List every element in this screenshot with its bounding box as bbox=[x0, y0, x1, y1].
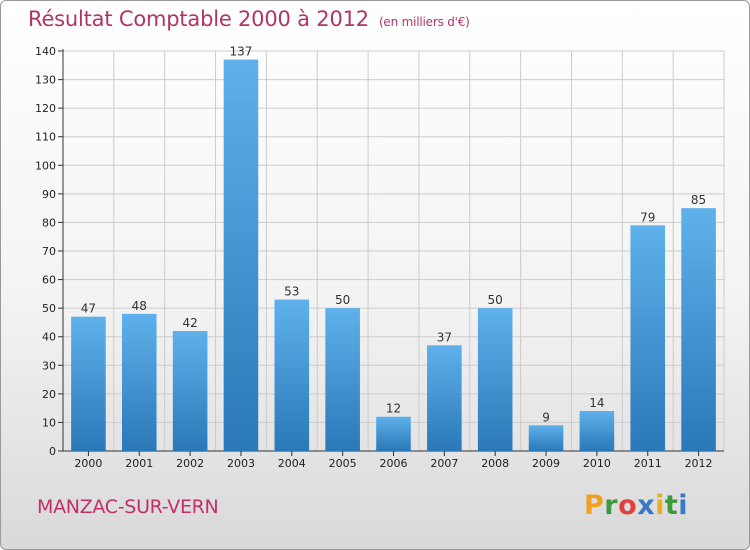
x-tick-label: 2007 bbox=[430, 457, 458, 470]
bar-value-label: 50 bbox=[335, 293, 350, 307]
labels: 0 10 20 30 40 50 60 70 80 90 100 110 120 130 140 47 2000… bbox=[35, 45, 713, 470]
logo-letter: o bbox=[618, 490, 638, 521]
chart-unit: (en milliers d'€) bbox=[378, 15, 470, 29]
y-tick-label: 140 bbox=[35, 45, 56, 58]
bar bbox=[477, 308, 513, 451]
logo-letter: P bbox=[584, 490, 605, 521]
y-tick-label: 70 bbox=[42, 245, 56, 258]
bar-value-label: 53 bbox=[284, 285, 299, 299]
y-tick-label: 0 bbox=[49, 445, 56, 458]
proxiti-logo[interactable]: Proxiti bbox=[584, 490, 688, 521]
x-tick-label: 2011 bbox=[634, 457, 662, 470]
bar-value-label: 14 bbox=[589, 396, 604, 410]
logo-letter: t bbox=[664, 490, 679, 521]
y-tick-label: 80 bbox=[42, 216, 56, 229]
bar-value-label: 9 bbox=[542, 410, 550, 424]
bar-value-label: 85 bbox=[691, 193, 706, 207]
x-tick-label: 2002 bbox=[176, 457, 204, 470]
grid-lines bbox=[62, 50, 725, 452]
x-tick-label: 2003 bbox=[227, 457, 255, 470]
x-tick-label: 2001 bbox=[125, 457, 153, 470]
y-tick-label: 90 bbox=[42, 188, 56, 201]
bar-value-label: 137 bbox=[230, 45, 253, 59]
x-tick-label: 2006 bbox=[380, 457, 408, 470]
bar-value-label: 48 bbox=[132, 299, 147, 313]
bar-value-label: 37 bbox=[437, 330, 452, 344]
y-tick-label: 130 bbox=[35, 74, 56, 87]
y-tick-label: 20 bbox=[42, 388, 56, 401]
bar-value-label: 50 bbox=[488, 293, 503, 307]
x-tick-label: 2010 bbox=[583, 457, 611, 470]
y-tick-label: 10 bbox=[42, 416, 56, 429]
town-name: MANZAC-SUR-VERN bbox=[37, 496, 219, 518]
y-tick-label: 120 bbox=[35, 102, 56, 115]
y-tick-label: 40 bbox=[42, 331, 56, 344]
bar-value-label: 12 bbox=[386, 402, 401, 416]
logo-letter: i bbox=[678, 490, 689, 521]
bar bbox=[528, 425, 564, 451]
chart-title: Résultat Comptable 2000 à 2012 (en millie… bbox=[28, 7, 470, 31]
bar-value-label: 79 bbox=[640, 210, 655, 224]
bar bbox=[71, 316, 106, 451]
bar bbox=[325, 308, 360, 451]
bar-value-label: 42 bbox=[182, 316, 197, 330]
y-tick-label: 50 bbox=[42, 302, 56, 315]
bar bbox=[579, 411, 615, 451]
bar bbox=[376, 416, 411, 451]
chart-title-text: Résultat Comptable 2000 à 2012 bbox=[28, 7, 369, 31]
bar bbox=[630, 225, 666, 451]
bar-value-label: 47 bbox=[81, 302, 96, 316]
x-tick-label: 2009 bbox=[532, 457, 560, 470]
bar bbox=[274, 299, 310, 451]
bar bbox=[427, 345, 462, 451]
logo-letter: i bbox=[655, 490, 665, 521]
bar bbox=[223, 59, 259, 451]
x-tick-label: 2005 bbox=[329, 457, 357, 470]
y-tick-label: 100 bbox=[35, 159, 56, 172]
bar bbox=[172, 331, 208, 451]
logo-letter: r bbox=[604, 490, 619, 521]
x-tick-label: 2008 bbox=[481, 457, 509, 470]
logo-letter: x bbox=[637, 490, 656, 521]
x-tick-label: 2012 bbox=[685, 457, 713, 470]
bar bbox=[681, 208, 716, 451]
y-tick-label: 60 bbox=[42, 274, 56, 287]
axes bbox=[58, 49, 724, 456]
x-tick-label: 2004 bbox=[278, 457, 306, 470]
x-tick-label: 2000 bbox=[74, 457, 102, 470]
bar bbox=[121, 313, 157, 451]
y-tick-label: 110 bbox=[35, 131, 56, 144]
bars bbox=[71, 59, 716, 451]
y-tick-label: 30 bbox=[42, 359, 56, 372]
